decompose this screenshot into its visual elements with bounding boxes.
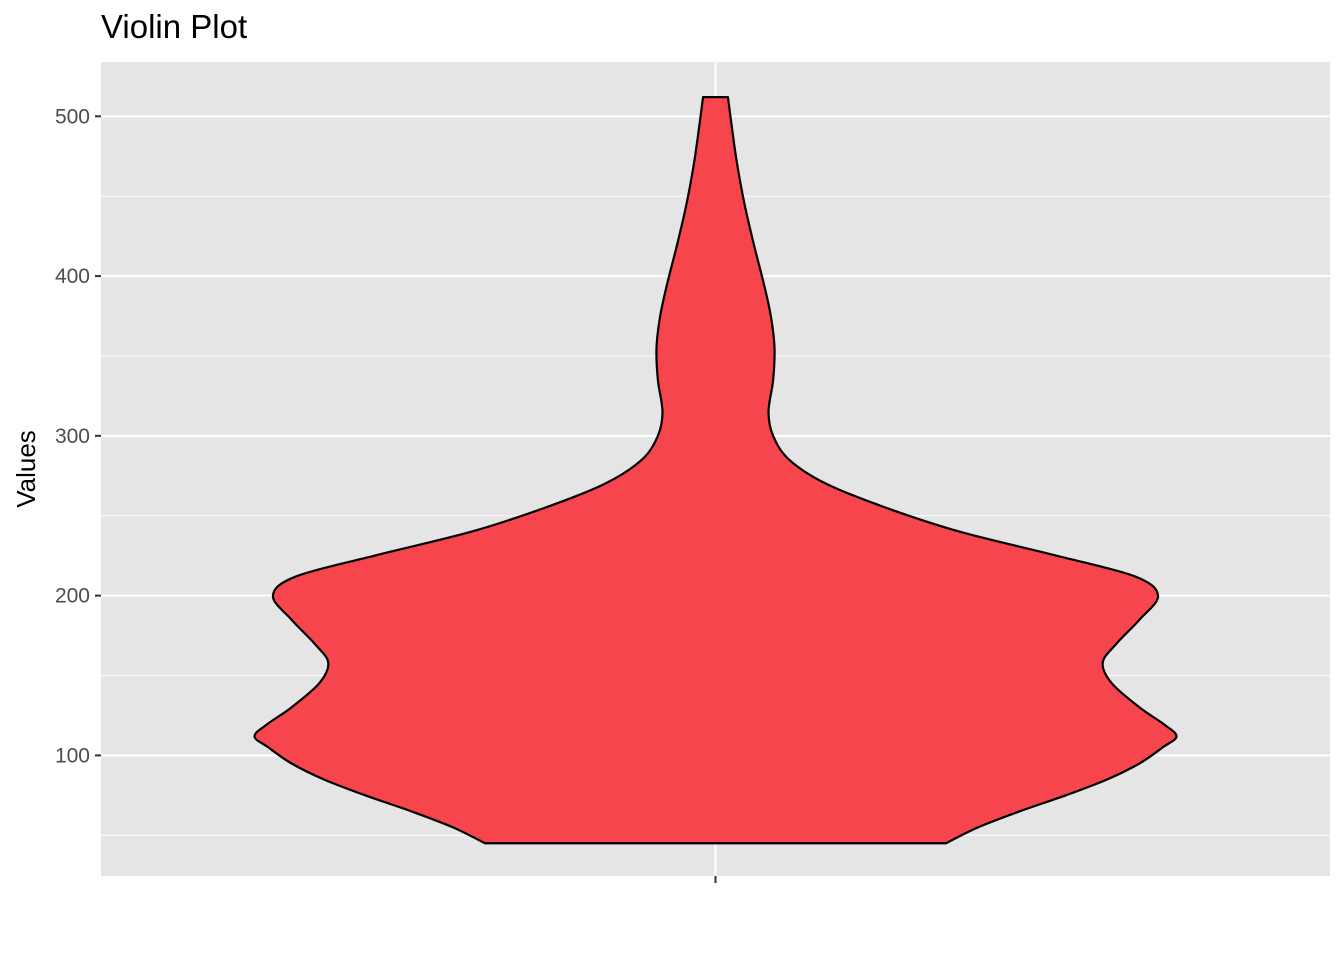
y-tick-label: 500 xyxy=(55,105,90,128)
y-axis: 100 200 300 400 500 xyxy=(55,105,101,767)
y-tick-label: 100 xyxy=(55,744,90,767)
y-tick-label: 400 xyxy=(55,265,90,288)
y-tick-label: 300 xyxy=(55,425,90,448)
chart-title: Violin Plot xyxy=(101,8,247,45)
y-tick-label: 200 xyxy=(55,585,90,608)
y-axis-title: Values xyxy=(11,430,41,508)
violin-shape xyxy=(253,96,1178,845)
violin-layer xyxy=(253,96,1178,845)
